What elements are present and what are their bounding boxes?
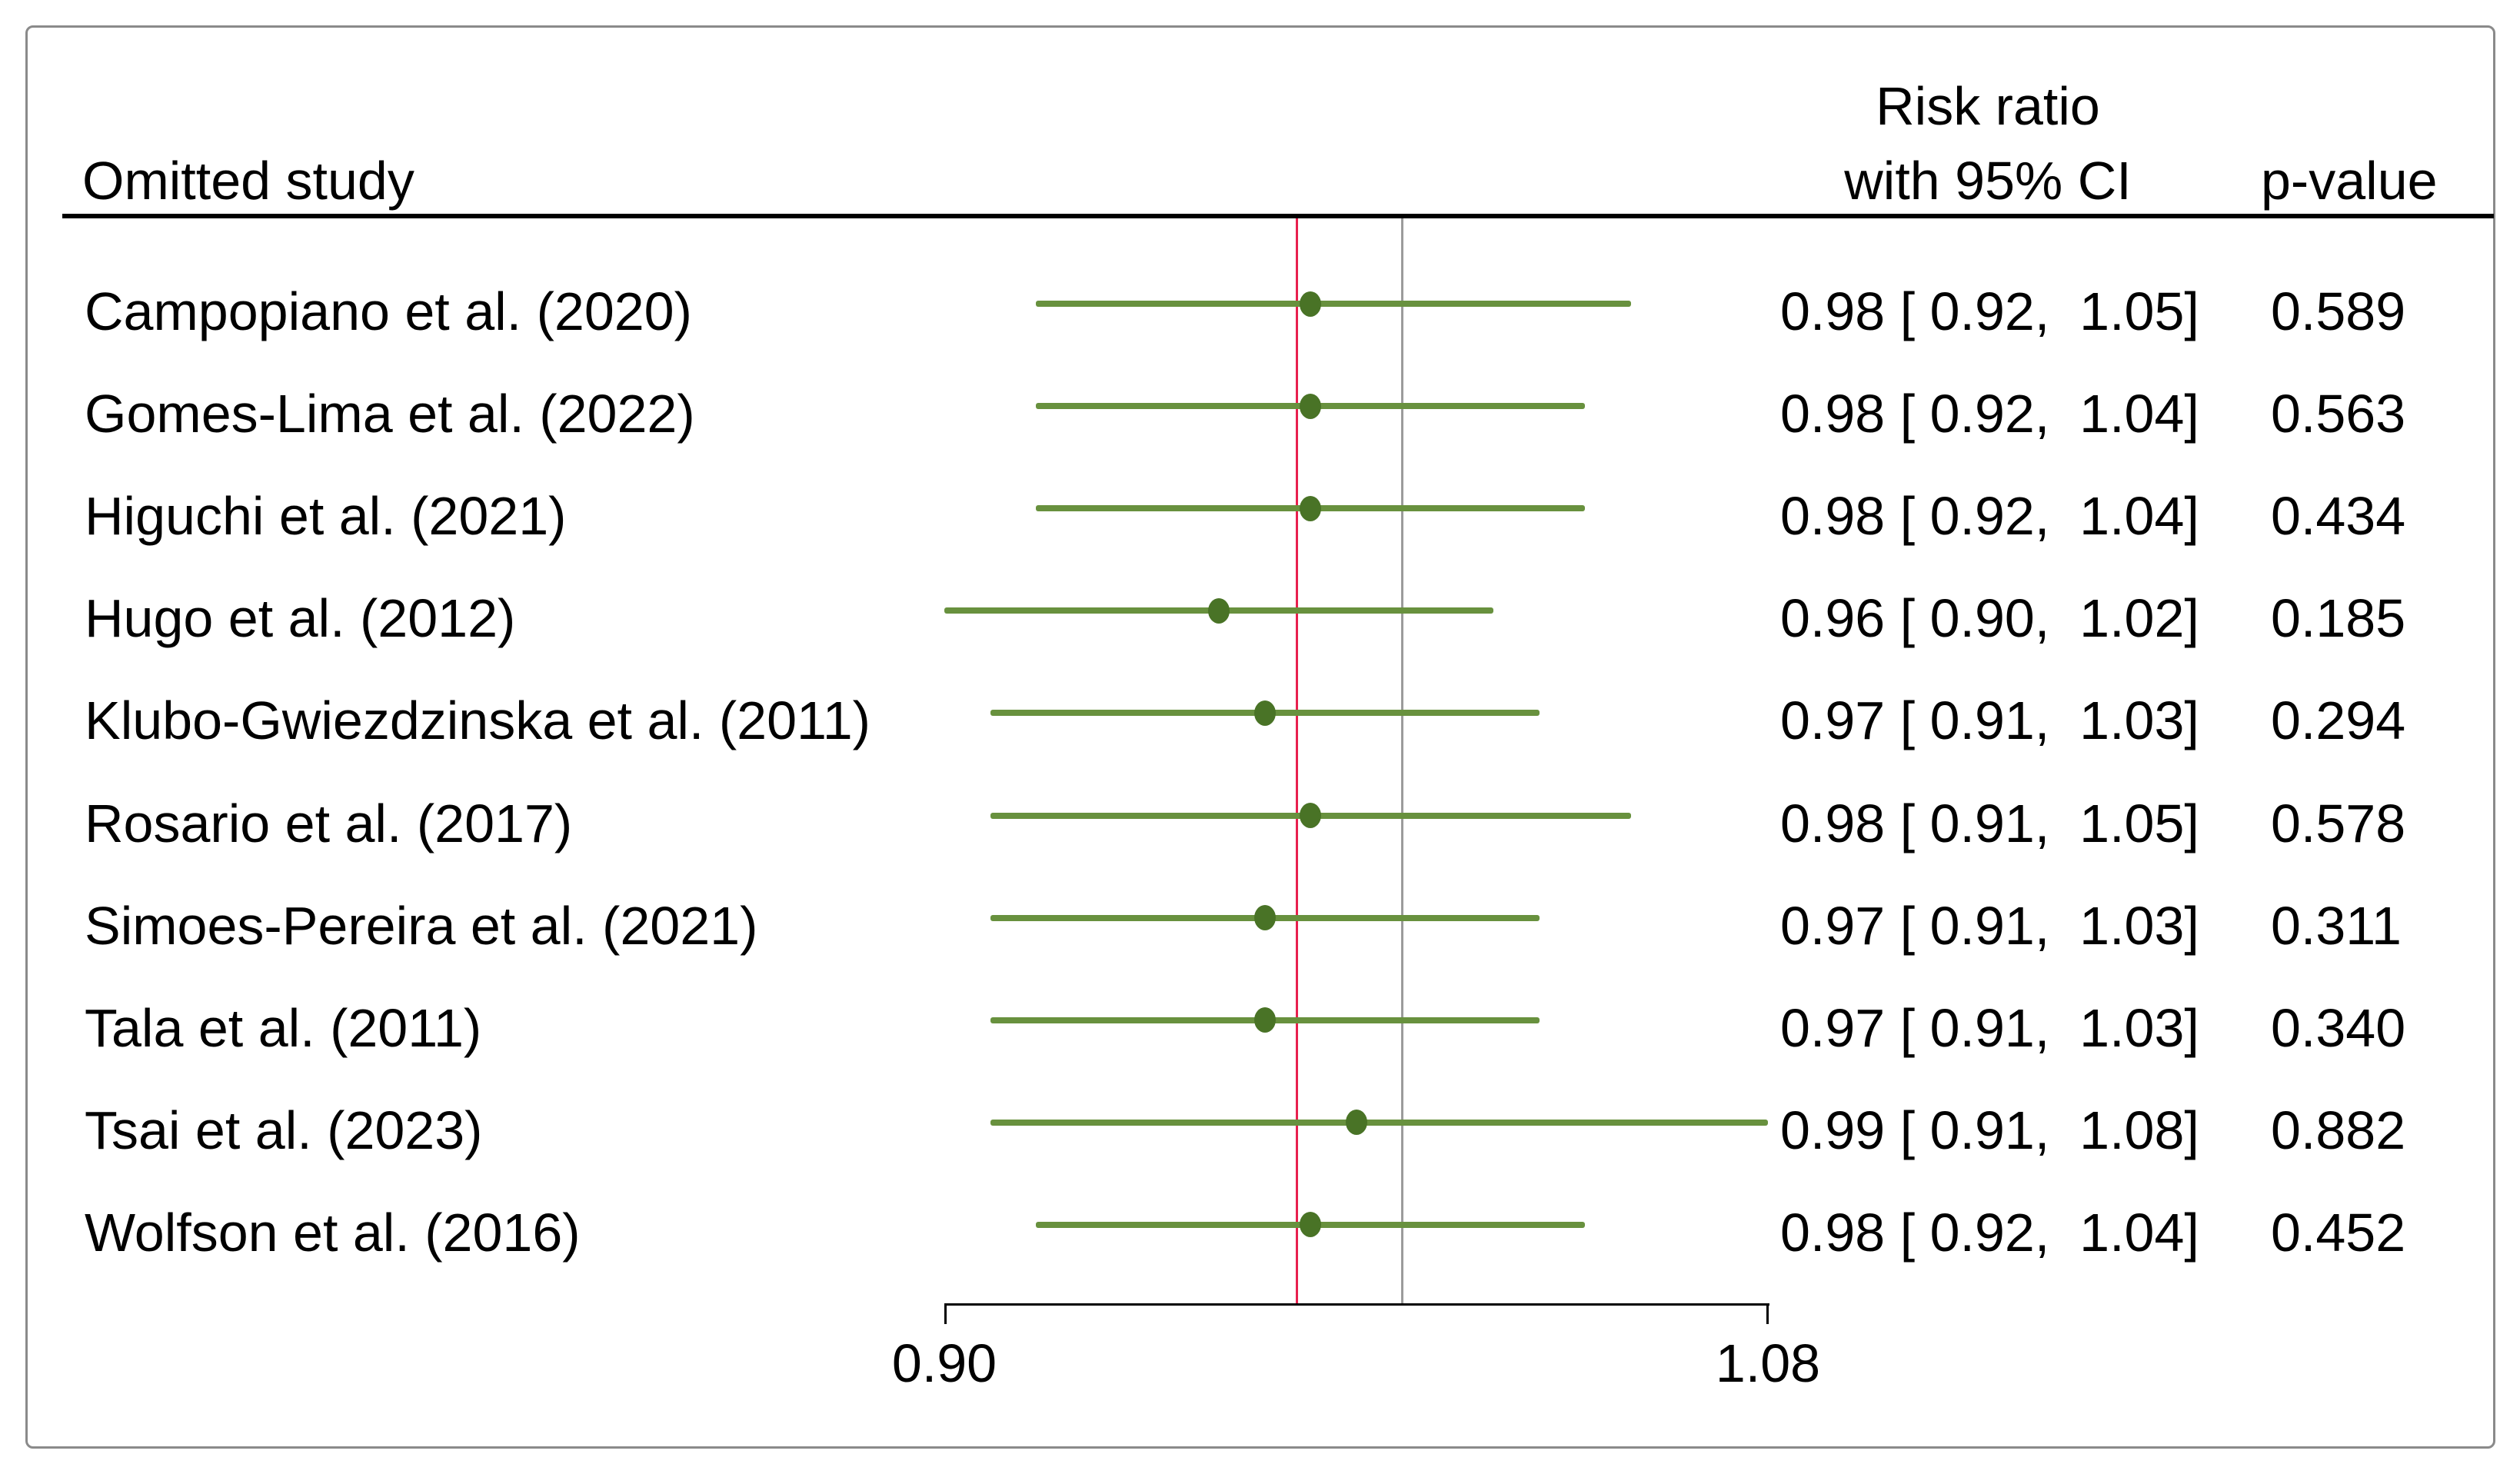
estimate-ci-text: 0.98 [ 0.91, 1.05] (1780, 793, 2199, 853)
estimate-ci-text: 0.96 [ 0.90, 1.02] (1780, 588, 2199, 649)
x-axis-tick-label-left: 0.90 (891, 1333, 997, 1393)
figure-frame (25, 25, 2495, 1449)
study-label: Simoes-Pereira et al. (2021) (85, 895, 758, 956)
point-marker (1300, 803, 1321, 828)
point-marker (1208, 597, 1230, 624)
point-marker (1253, 1007, 1276, 1033)
ci-line (990, 1119, 1768, 1126)
x-axis-tick-right (1766, 1303, 1769, 1324)
omitted-study-column-header: Omitted study (82, 151, 414, 211)
point-marker (1300, 495, 1321, 521)
estimate-ci-text: 0.98 [ 0.92, 1.04] (1780, 486, 2199, 547)
point-marker (1300, 393, 1321, 419)
x-axis-line (944, 1303, 1769, 1306)
study-label: Klubo-Gwiezdzinska et al. (2011) (85, 690, 871, 751)
estimate-ci-text: 0.98 [ 0.92, 1.04] (1780, 384, 2199, 444)
effect-column-header-line1: Risk ratio (1876, 76, 2100, 136)
p-value-text: 0.452 (2271, 1202, 2406, 1263)
study-label: Rosario et al. (2017) (85, 793, 573, 853)
ci-line (1036, 301, 1631, 307)
study-label: Wolfson et al. (2016) (85, 1202, 581, 1263)
point-marker (1253, 905, 1276, 931)
point-marker (1345, 1110, 1367, 1136)
study-label: Higuchi et al. (2021) (85, 486, 567, 547)
study-label: Tsai et al. (2023) (85, 1100, 483, 1160)
estimate-ci-text: 0.97 [ 0.91, 1.03] (1780, 895, 2199, 956)
p-value-text: 0.563 (2271, 384, 2406, 444)
point-marker (1253, 700, 1276, 726)
p-value-text: 0.185 (2271, 588, 2406, 649)
p-value-text: 0.589 (2271, 281, 2406, 341)
study-label: Campopiano et al. (2020) (85, 281, 692, 341)
x-axis-tick-left (944, 1303, 947, 1324)
estimate-ci-text: 0.97 [ 0.91, 1.03] (1780, 690, 2199, 751)
study-label: Hugo et al. (2012) (85, 588, 516, 649)
overall-estimate-line (1295, 218, 1298, 1303)
estimate-ci-text: 0.97 [ 0.91, 1.03] (1780, 997, 2199, 1058)
estimate-ci-text: 0.98 [ 0.92, 1.04] (1780, 1202, 2199, 1263)
point-marker (1300, 291, 1321, 317)
p-value-text: 0.311 (2271, 895, 2402, 956)
estimate-ci-text: 0.98 [ 0.92, 1.05] (1780, 281, 2199, 341)
p-value-text: 0.882 (2271, 1100, 2406, 1160)
header-underline (62, 214, 2494, 218)
null-line (1400, 218, 1403, 1303)
point-marker (1300, 1212, 1321, 1238)
x-axis-tick-label-right: 1.08 (1715, 1333, 1821, 1393)
study-label: Gomes-Lima et al. (2022) (85, 384, 695, 444)
estimate-ci-text: 0.99 [ 0.91, 1.08] (1780, 1100, 2199, 1160)
p-value-column-header: p-value (2261, 151, 2438, 211)
effect-column-header-line2: with 95% CI (1844, 151, 2132, 211)
p-value-text: 0.578 (2271, 793, 2406, 853)
study-label: Tala et al. (2011) (85, 997, 482, 1058)
p-value-text: 0.340 (2271, 997, 2406, 1058)
p-value-text: 0.294 (2271, 690, 2406, 751)
p-value-text: 0.434 (2271, 486, 2406, 547)
